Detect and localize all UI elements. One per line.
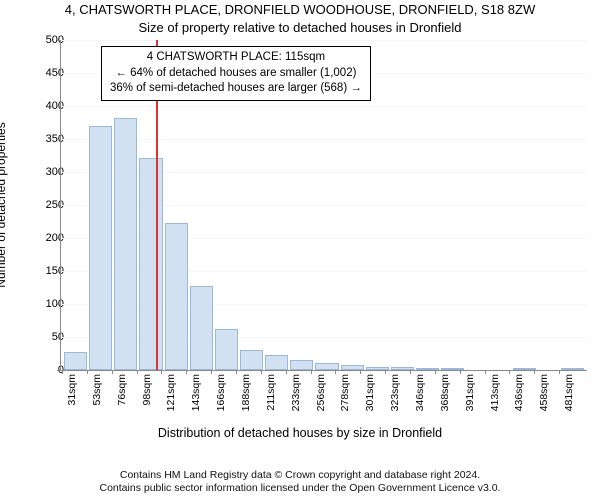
x-tick-label: 31sqm — [66, 374, 78, 406]
x-tick-label: 121sqm — [165, 374, 177, 411]
footer-line1: Contains HM Land Registry data © Crown c… — [0, 469, 600, 483]
x-tick-label: 368sqm — [439, 374, 451, 411]
bar — [215, 329, 238, 370]
x-tick-label: 76sqm — [116, 374, 128, 406]
x-tick-label: 413sqm — [489, 374, 501, 411]
x-tick-label: 481sqm — [563, 374, 575, 411]
footer-line2: Contains public sector information licen… — [0, 482, 600, 496]
x-tick-mark — [211, 370, 212, 374]
x-tick-label: 53sqm — [91, 374, 103, 406]
x-tick-label: 188sqm — [240, 374, 252, 411]
x-tick-label: 143sqm — [190, 374, 202, 411]
bar — [190, 286, 213, 370]
x-tick-mark — [385, 370, 386, 374]
bar — [441, 368, 464, 370]
x-tick-label: 323sqm — [389, 374, 401, 411]
x-tick-mark — [261, 370, 262, 374]
x-tick-mark — [460, 370, 461, 374]
x-tick-mark — [509, 370, 510, 374]
x-tick-mark — [485, 370, 486, 374]
x-tick-label: 391sqm — [464, 374, 476, 411]
y-axis-title: Number of detached properties — [0, 40, 8, 205]
callout-box: 4 CHATSWORTH PLACE: 115sqm ← 64% of deta… — [101, 46, 371, 101]
x-tick-mark — [311, 370, 312, 374]
x-tick-mark — [161, 370, 162, 374]
bar — [139, 158, 162, 370]
figure-footer: Contains HM Land Registry data © Crown c… — [0, 469, 600, 496]
bar — [315, 363, 338, 370]
plot-region: 4 CHATSWORTH PLACE: 115sqm ← 64% of deta… — [60, 40, 587, 371]
x-tick-mark — [360, 370, 361, 374]
bar — [513, 368, 536, 370]
x-tick-mark — [335, 370, 336, 374]
x-tick-mark — [62, 370, 63, 374]
bar — [89, 126, 112, 370]
x-tick-label: 98sqm — [141, 374, 153, 406]
callout-line3: 36% of semi-detached houses are larger (… — [110, 81, 362, 97]
x-tick-label: 256sqm — [315, 374, 327, 411]
x-tick-mark — [534, 370, 535, 374]
bar — [64, 352, 87, 370]
x-tick-mark — [236, 370, 237, 374]
x-tick-label: 301sqm — [364, 374, 376, 411]
callout-line1: 4 CHATSWORTH PLACE: 115sqm — [110, 50, 362, 66]
x-tick-label: 346sqm — [414, 374, 426, 411]
chart-area: Number of detached properties 0501001502… — [4, 40, 596, 472]
x-tick-mark — [435, 370, 436, 374]
x-tick-mark — [286, 370, 287, 374]
x-tick-label: 166sqm — [215, 374, 227, 411]
bar — [265, 355, 288, 370]
bar — [290, 360, 313, 370]
bar — [114, 118, 137, 370]
x-tick-label: 211sqm — [265, 374, 277, 411]
bar — [240, 350, 263, 370]
figure-subtitle: Size of property relative to detached ho… — [0, 20, 600, 35]
x-tick-label: 458sqm — [538, 374, 550, 411]
bar — [561, 368, 584, 370]
x-tick-mark — [410, 370, 411, 374]
chart-figure: 4, CHATSWORTH PLACE, DRONFIELD WOODHOUSE… — [0, 0, 600, 500]
callout-line2: ← 64% of detached houses are smaller (1,… — [110, 66, 362, 82]
x-tick-label: 436sqm — [513, 374, 525, 411]
x-tick-mark — [559, 370, 560, 374]
x-tick-mark — [186, 370, 187, 374]
x-tick-mark — [112, 370, 113, 374]
x-tick-label: 278sqm — [339, 374, 351, 411]
x-tick-mark — [87, 370, 88, 374]
x-tick-label: 233sqm — [290, 374, 302, 411]
figure-title-address: 4, CHATSWORTH PLACE, DRONFIELD WOODHOUSE… — [0, 2, 600, 17]
bar — [165, 223, 188, 370]
x-axis-title: Distribution of detached houses by size … — [4, 426, 596, 440]
x-tick-mark — [137, 370, 138, 374]
